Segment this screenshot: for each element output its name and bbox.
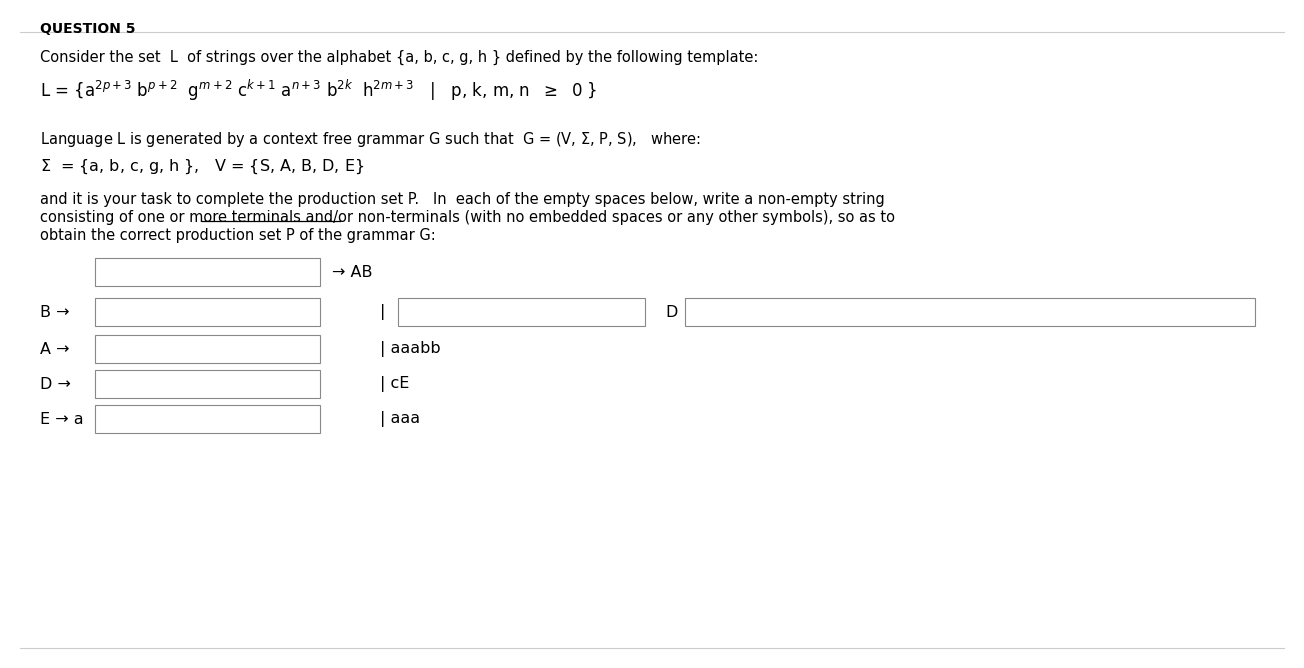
Text: A →: A → — [40, 341, 69, 357]
Text: obtain the correct production set P of the grammar G:: obtain the correct production set P of t… — [40, 228, 436, 243]
Text: | aaabb: | aaabb — [379, 341, 441, 357]
Text: | aaa: | aaa — [379, 411, 420, 427]
Text: → AB: → AB — [333, 265, 373, 279]
Text: E → a: E → a — [40, 411, 83, 426]
FancyBboxPatch shape — [95, 405, 319, 433]
Text: |: | — [379, 304, 386, 320]
FancyBboxPatch shape — [95, 258, 319, 286]
Text: and it is your task to complete the production set P.   In  each of the empty sp: and it is your task to complete the prod… — [40, 192, 884, 207]
Text: Language L is generated by a context free grammar G such that  G = (V, $\Sigma$,: Language L is generated by a context fre… — [40, 130, 702, 149]
FancyBboxPatch shape — [95, 370, 319, 398]
Text: consisting of one or more terminals and/or non-terminals (with no embedded space: consisting of one or more terminals and/… — [40, 210, 895, 225]
FancyBboxPatch shape — [685, 298, 1254, 326]
FancyBboxPatch shape — [95, 298, 319, 326]
Text: D →: D → — [40, 377, 70, 391]
FancyBboxPatch shape — [95, 335, 319, 363]
FancyBboxPatch shape — [398, 298, 645, 326]
Text: L = {a$^{2p+3}$ b$^{p+2}$  g$^{m+2}$ c$^{k+1}$ a$^{n+3}$ b$^{2k}$  h$^{2m+3}$   : L = {a$^{2p+3}$ b$^{p+2}$ g$^{m+2}$ c$^{… — [40, 78, 597, 103]
Text: Consider the set  L  of strings over the alphabet {a, b, c, g, h } defined by th: Consider the set L of strings over the a… — [40, 50, 759, 65]
Text: B →: B → — [40, 305, 69, 319]
Text: QUESTION 5: QUESTION 5 — [40, 22, 136, 36]
Text: $\Sigma$  = {a, b, c, g, h },   V = {S, A, B, D, E}: $\Sigma$ = {a, b, c, g, h }, V = {S, A, … — [40, 158, 364, 176]
Text: | cE: | cE — [379, 376, 409, 392]
Text: D: D — [665, 305, 677, 319]
